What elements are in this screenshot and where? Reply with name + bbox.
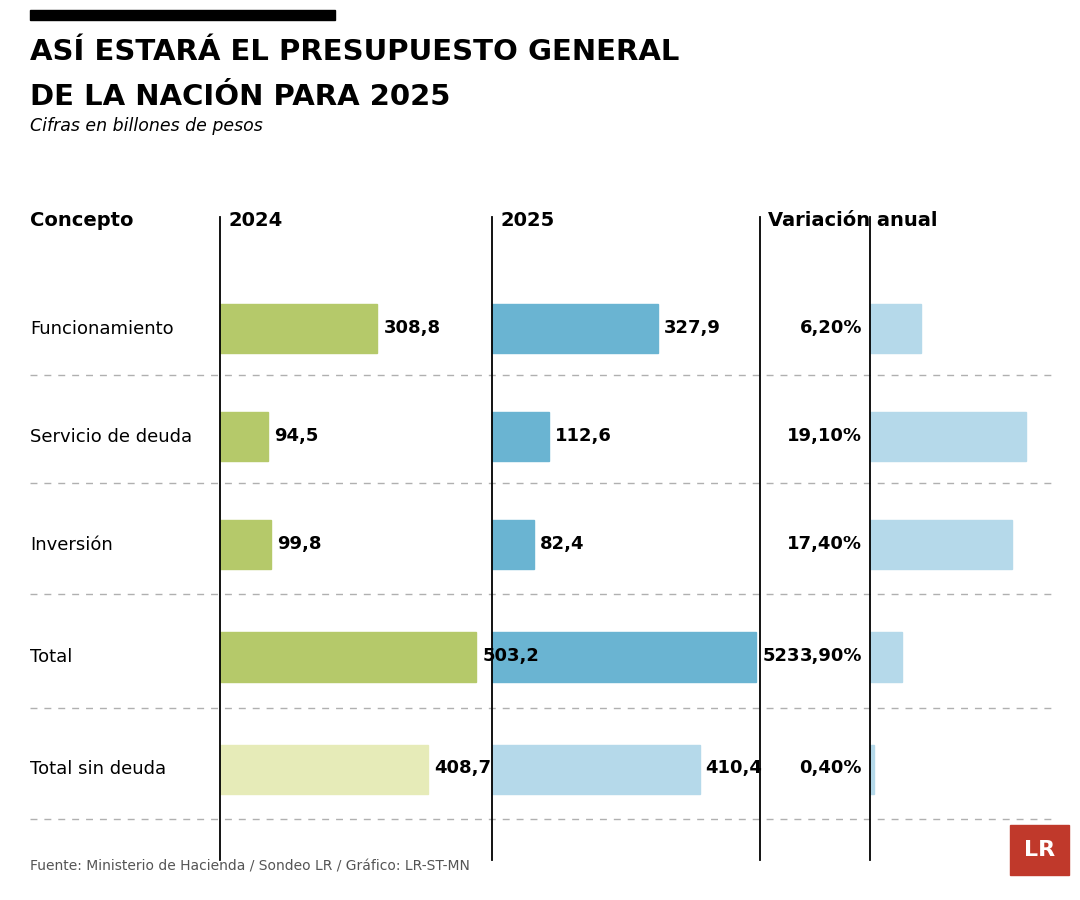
Bar [220, 520, 271, 570]
Text: Funcionamiento: Funcionamiento [30, 320, 174, 338]
Text: Variación anual: Variación anual [768, 212, 937, 230]
Bar [220, 412, 268, 461]
Text: 408,7: 408,7 [434, 760, 491, 778]
Text: Inversión: Inversión [30, 536, 112, 554]
Bar [492, 304, 658, 353]
Bar [492, 412, 549, 461]
Bar [1010, 825, 1069, 875]
Text: ASÍ ESTARÁ EL PRESUPUESTO GENERAL: ASÍ ESTARÁ EL PRESUPUESTO GENERAL [30, 38, 679, 66]
Bar [870, 745, 874, 795]
Text: LR: LR [1024, 840, 1055, 860]
Bar [30, 10, 335, 20]
Bar [492, 745, 700, 795]
Text: Cifras en billones de pesos: Cifras en billones de pesos [30, 117, 264, 135]
Bar [220, 304, 377, 353]
Text: 308,8: 308,8 [383, 319, 441, 337]
Bar [492, 520, 534, 570]
Text: Servicio de deuda: Servicio de deuda [30, 428, 192, 446]
Bar [220, 632, 476, 682]
Text: 112,6: 112,6 [555, 427, 611, 445]
Bar [220, 745, 428, 795]
Text: 99,8: 99,8 [276, 535, 322, 553]
Bar [870, 520, 1012, 570]
Text: 2025: 2025 [500, 212, 554, 230]
Text: 19,10%: 19,10% [787, 427, 862, 445]
Text: Total: Total [30, 648, 72, 666]
Text: 3,90%: 3,90% [799, 647, 862, 665]
Text: DE LA NACIÓN PARA 2025: DE LA NACIÓN PARA 2025 [30, 83, 450, 111]
Text: 82,4: 82,4 [540, 535, 584, 553]
Text: 410,4: 410,4 [705, 760, 762, 778]
Bar [870, 412, 1026, 461]
Text: Total sin deuda: Total sin deuda [30, 760, 166, 778]
Text: Concepto: Concepto [30, 212, 134, 230]
Text: 523: 523 [762, 647, 800, 665]
Bar [492, 632, 756, 682]
Bar [870, 304, 921, 353]
Bar [870, 632, 902, 682]
Text: 327,9: 327,9 [664, 319, 720, 337]
Text: 0,40%: 0,40% [799, 760, 862, 778]
Text: 6,20%: 6,20% [799, 319, 862, 337]
Text: 503,2: 503,2 [483, 647, 539, 665]
Text: 2024: 2024 [228, 212, 282, 230]
Text: 94,5: 94,5 [274, 427, 319, 445]
Text: Fuente: Ministerio de Hacienda / Sondeo LR / Gráfico: LR-ST-MN: Fuente: Ministerio de Hacienda / Sondeo … [30, 859, 470, 873]
Text: 17,40%: 17,40% [787, 535, 862, 553]
